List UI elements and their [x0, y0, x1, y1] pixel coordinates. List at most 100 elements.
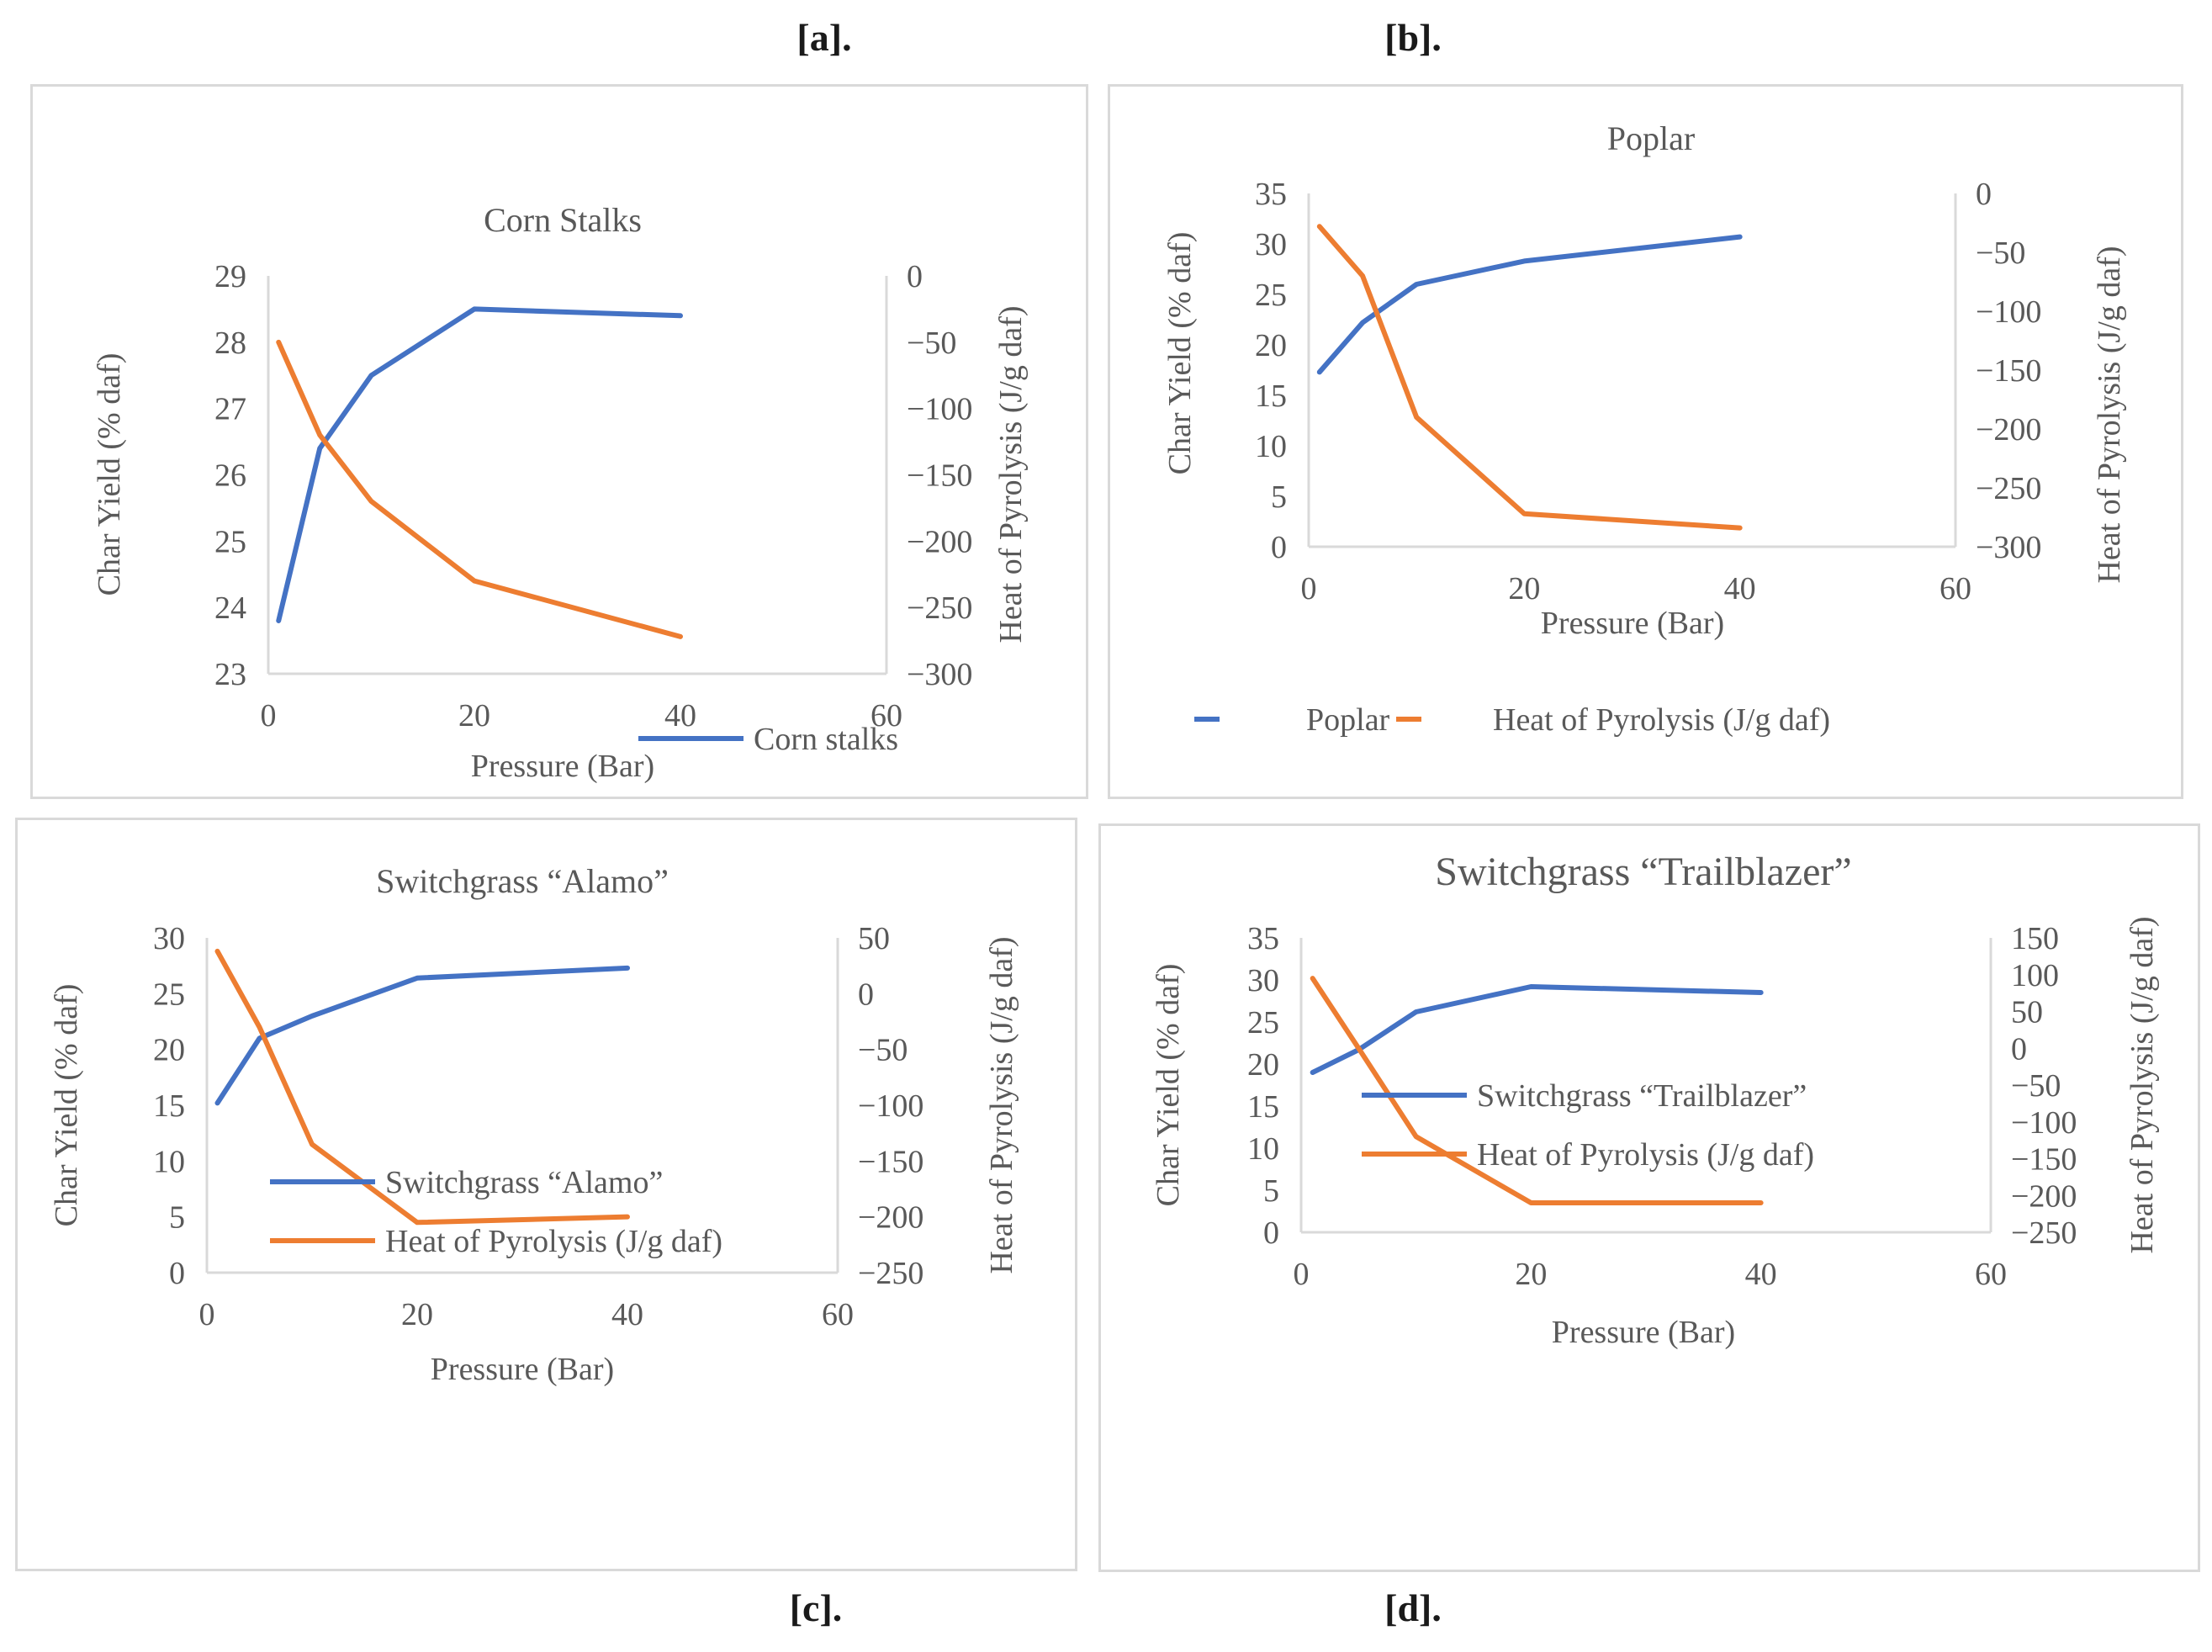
chart-a-series-char-yield-point [679, 314, 682, 318]
chart-c-xtick-label: 60 [822, 1297, 854, 1332]
chart-d-series-char-yield-point [1759, 991, 1763, 994]
chart-d-xtick-label: 60 [1975, 1257, 2007, 1292]
chart-a-ytick-label: 27 [214, 392, 246, 427]
chart-c-series-char-yield-line [214, 965, 630, 1106]
chart-b-y2tick-label: 0 [1976, 177, 1992, 212]
chart-b-series-char-yield-point [1317, 370, 1321, 374]
chart-b-ylabel: Char Yield (% daf) [1162, 232, 1198, 475]
chart-c-series-heat-point [257, 1025, 262, 1030]
chart-a-legend-label: Corn stalks [754, 722, 898, 757]
chart-a-ytick-label: 26 [214, 458, 246, 494]
chart-a-xtick-label: 20 [458, 698, 490, 733]
chart-d-y2tick-label: 0 [2011, 1031, 2027, 1067]
chart-b-y2tick-label: −200 [1976, 412, 2041, 447]
chart-d-ytick-label: 35 [1247, 921, 1279, 956]
chart-a-series-char-yield-line [276, 306, 683, 623]
chart-d-ytick-label: 5 [1263, 1173, 1279, 1209]
chart-a-y2tick-label: 0 [907, 259, 923, 294]
chart-b-y2tick-label: −50 [1976, 236, 2025, 271]
chart-a-y2tick-label: −200 [907, 524, 972, 559]
chart-c-y2tick-label: 50 [858, 921, 890, 956]
chart-d-xtick-label: 40 [1745, 1257, 1777, 1292]
chart-c-series-char-yield-point [310, 1014, 314, 1018]
chart-b-xtick-label: 20 [1508, 571, 1540, 606]
chart-d-series-heat-point [1414, 1135, 1418, 1139]
chart-a-ytick-label: 29 [214, 259, 246, 294]
chart-d-series-heat-point [1310, 977, 1315, 981]
chart-d-ytick-label: 25 [1247, 1005, 1279, 1040]
chart-a-series-char-yield-point [369, 373, 373, 378]
chart-a-series-heat-point [318, 433, 322, 437]
panel-label-d: [d]. [1384, 1586, 1442, 1629]
chart-c-ylabel: Char Yield (% daf) [49, 984, 84, 1227]
panel-label-c: [c]. [789, 1586, 843, 1629]
chart-d-svg: Switchgrass “Trailblazer” 0 5 10 15 20 25 30 35 −… [1151, 850, 2160, 1350]
chart-b-ytick-label: 35 [1255, 177, 1287, 212]
chart-a-y2tick-label: −300 [907, 657, 972, 692]
chart-b-series-char-yield-point [1522, 259, 1527, 263]
chart-b-ytick-label: 20 [1255, 328, 1287, 363]
chart-a-ytick-label: 24 [214, 590, 246, 626]
chart-c-ytick-label: 20 [153, 1033, 185, 1068]
chart-b-series-heat-point [1415, 416, 1419, 419]
chart-c-ytick-label: 15 [153, 1088, 185, 1124]
chart-b-ytick-label: 0 [1271, 530, 1287, 565]
chart-b-legend-label: Heat of Pyrolysis (J/g daf) [1493, 702, 1830, 738]
chart-c-y2label: Heat of Pyrolysis (J/g daf) [984, 936, 1019, 1273]
chart-b-y2label: Heat of Pyrolysis (J/g daf) [2092, 246, 2127, 583]
chart-d-legend-label: Switchgrass “Trailblazer” [1477, 1078, 1807, 1114]
chart-a-y2label: Heat of Pyrolysis (J/g daf) [993, 305, 1029, 643]
chart-c-title: Switchgrass “Alamo” [376, 862, 669, 900]
chart-c-series-heat-point [215, 949, 220, 953]
chart-a-y2tick-label: −100 [907, 392, 972, 427]
chart-d-series-heat-point [1759, 1201, 1763, 1205]
chart-c-series-char-yield-point [257, 1036, 262, 1040]
chart-c-ytick-label: 5 [169, 1200, 185, 1236]
chart-a-ytick-label: 28 [214, 326, 246, 361]
chart-d-series-char-yield-point [1414, 1010, 1418, 1014]
chart-c-y2tick-label: −100 [858, 1088, 923, 1124]
chart-a-series-heat-line [276, 339, 683, 639]
chart-b-ytick-label: 25 [1255, 278, 1287, 313]
panel-label-a: [a]. [796, 16, 852, 59]
chart-c-series-char-yield-point [215, 1101, 220, 1105]
chart-d-series-char-yield-point [1529, 985, 1533, 988]
chart-d-title: Switchgrass “Trailblazer” [1435, 850, 1851, 894]
chart-d-series-heat-point [1529, 1201, 1533, 1205]
chart-b-title: Poplar [1607, 119, 1695, 157]
chart-d-xtick-label: 0 [1294, 1257, 1310, 1292]
chart-c-y2tick-label: −50 [858, 1033, 908, 1068]
chart-b-xtick-label: 40 [1724, 571, 1756, 606]
chart-a-series-char-yield-point [473, 307, 476, 311]
chart-b-series-char-yield-point [1415, 283, 1419, 286]
chart-a-title: Corn Stalks [484, 201, 642, 239]
chart-a-ylabel: Char Yield (% daf) [92, 353, 127, 596]
chart-d-ytick-label: 10 [1247, 1131, 1279, 1167]
chart-c-legend-label: Switchgrass “Alamo” [385, 1165, 663, 1200]
chart-c-ytick-label: 0 [169, 1256, 185, 1291]
chart-c-series-heat-point [626, 1215, 629, 1219]
chart-d-switchgrass-trailblazer: Switchgrass “Trailblazer” 0 5 10 15 20 25 30 35 −… [1098, 823, 2200, 1572]
chart-c-series-char-yield-point [415, 976, 419, 980]
chart-c-legend-label: Heat of Pyrolysis (J/g daf) [385, 1224, 722, 1259]
chart-d-y2tick-label: 150 [2011, 921, 2059, 956]
chart-a-y2tick-label: −250 [907, 590, 972, 626]
chart-b-series-heat-point [1522, 511, 1527, 516]
chart-d-y2tick-label: −200 [2011, 1178, 2077, 1214]
chart-c-xtick-label: 0 [199, 1297, 215, 1332]
chart-d-legend-label: Heat of Pyrolysis (J/g daf) [1477, 1137, 1814, 1173]
chart-a-ytick-label: 23 [214, 657, 246, 692]
chart-b-series-char-yield-point [1361, 320, 1365, 325]
chart-c-y2tick-label: −150 [858, 1144, 923, 1179]
chart-b-xtick-label: 60 [1939, 571, 1971, 606]
chart-d-ytick-label: 20 [1247, 1047, 1279, 1083]
chart-c-y2tick-label: −250 [858, 1256, 923, 1291]
chart-b-series-heat-point [1317, 225, 1321, 229]
chart-c-y2tick-label: 0 [858, 977, 874, 1012]
chart-b-y2tick-label: −300 [1976, 530, 2041, 565]
chart-c-ytick-label: 25 [153, 977, 185, 1012]
chart-a-xtick-label: 40 [664, 698, 696, 733]
chart-d-series-char-yield-line [1310, 984, 1764, 1075]
chart-d-series-heat-point [1357, 1046, 1361, 1051]
chart-c-series-heat-point [415, 1220, 419, 1225]
